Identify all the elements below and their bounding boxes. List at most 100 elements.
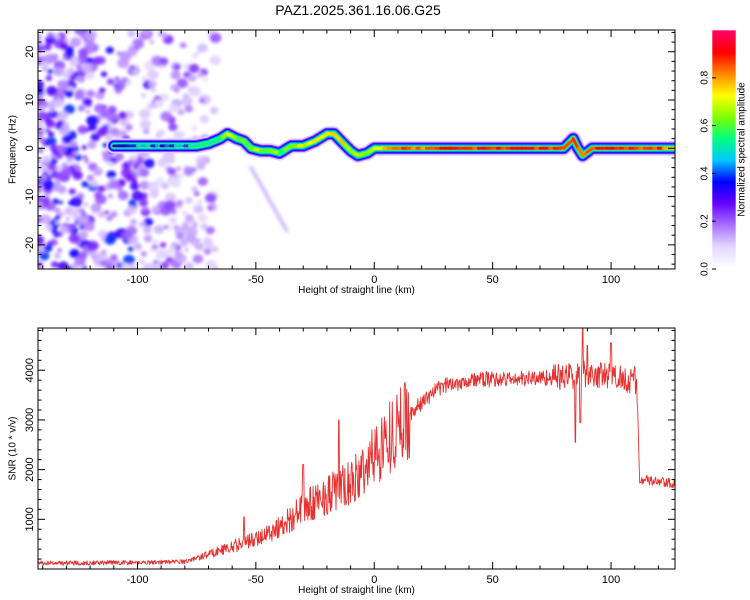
noise-blob [53, 171, 63, 180]
noise-blob [38, 235, 45, 246]
colorbar-cell [712, 97, 736, 101]
colorbar-cell [712, 173, 736, 176]
colorbar-cell [712, 209, 736, 212]
colorbar-cell [712, 235, 736, 238]
noise-blob [139, 168, 150, 178]
snr-ytick-label: 1000 [24, 507, 36, 531]
diag-blob [284, 228, 289, 233]
noise-blob [155, 249, 168, 260]
colorbar-cell [712, 119, 736, 123]
noise-blob [47, 68, 54, 74]
colorbar-cell [712, 229, 736, 232]
noise-blob [97, 210, 106, 218]
noise-blob [94, 191, 103, 199]
noise-blob [170, 70, 181, 80]
colorbar-cell [712, 115, 736, 119]
snr-series-line [38, 328, 675, 566]
colorbar-cell [712, 49, 736, 53]
noise-blob [142, 225, 152, 234]
snr-chart: -100 -50 0 50 100 1000 2000 3000 4000 Height of s… [8, 327, 676, 596]
colorbar-cell [712, 57, 736, 61]
noise-blob [131, 178, 138, 183]
colorbar-cell [712, 125, 736, 129]
noise-blobs [38, 30, 222, 269]
noise-blob [193, 191, 200, 197]
colorbar-cell [712, 157, 736, 161]
colorbar-cell [712, 105, 736, 109]
noise-blob [205, 193, 217, 203]
noise-blob [75, 63, 84, 71]
noise-blob [57, 261, 69, 269]
colorbar-cell [712, 243, 736, 246]
noise-blob [93, 204, 99, 209]
noise-blob [57, 79, 69, 90]
noise-blob [81, 145, 88, 150]
noise-blob [38, 261, 44, 269]
noise-blob [72, 71, 79, 77]
noise-blob [157, 31, 164, 37]
spectrogram-ytick-label: -10 [24, 189, 36, 205]
noise-blob [129, 181, 140, 191]
noise-blob [198, 207, 203, 212]
noise-blob [103, 125, 109, 130]
colorbar-cell [712, 201, 736, 204]
colorbar-cell [712, 85, 736, 89]
noise-blob [209, 32, 222, 43]
colorbar-label: Normalized spectral amplitude [737, 82, 748, 217]
colorbar-cell [712, 81, 736, 85]
noise-blob [46, 86, 58, 96]
noise-blob [56, 144, 67, 154]
colorbar-cell [712, 77, 736, 81]
noise-blob [62, 38, 68, 43]
colorbar-cell [712, 33, 736, 37]
noise-blob [126, 159, 135, 166]
noise-blob [109, 156, 116, 162]
noise-blob [127, 30, 136, 38]
noise-blob [140, 251, 148, 257]
noise-blob [73, 151, 79, 156]
noise-blob [85, 30, 97, 40]
noise-blob [44, 53, 56, 64]
noise-blob [95, 251, 108, 262]
colorbar-cell [712, 87, 736, 91]
colorbar-cell [712, 251, 736, 254]
colorbar-cell [712, 197, 736, 200]
noise-blob [152, 206, 160, 213]
colorbar-cell [712, 65, 736, 69]
noise-blob [61, 55, 68, 61]
noise-blob [53, 233, 59, 238]
noise-blob [187, 74, 197, 82]
colorbar-cell [712, 183, 736, 186]
noise-blob [204, 240, 214, 249]
noise-blob [174, 88, 180, 93]
noise-blob [101, 150, 109, 157]
colorbar-cell [712, 249, 736, 252]
noise-blob [210, 106, 219, 114]
spectrogram-xtick-label: 50 [487, 274, 499, 286]
noise-blob [86, 115, 99, 126]
colorbar-cell [712, 215, 736, 218]
noise-blob [104, 235, 116, 245]
colorbar-cell [712, 247, 736, 250]
noise-blob [87, 140, 97, 150]
noise-blob [69, 248, 80, 258]
noise-blob [77, 266, 83, 269]
noise-blob [59, 225, 69, 234]
noise-blob [47, 31, 54, 38]
noise-blob [197, 199, 203, 204]
noise-blob [74, 30, 85, 35]
noise-blob [149, 248, 155, 252]
colorbar-cell [712, 83, 736, 87]
noise-blob [85, 109, 91, 114]
noise-blob [109, 254, 118, 261]
noise-blob [70, 209, 82, 220]
colorbar: 0.0 0.2 0.4 0.6 0.8 Normalized spectral ampli… [700, 29, 748, 276]
noise-blob [138, 198, 148, 207]
snr-xtick-label: 50 [487, 574, 499, 586]
colorbar-cell [712, 177, 736, 180]
colorbar-cell [712, 259, 736, 262]
noise-blob [82, 97, 93, 107]
noise-blob [205, 226, 215, 235]
noise-blob [168, 123, 178, 132]
noise-blob [177, 173, 184, 179]
